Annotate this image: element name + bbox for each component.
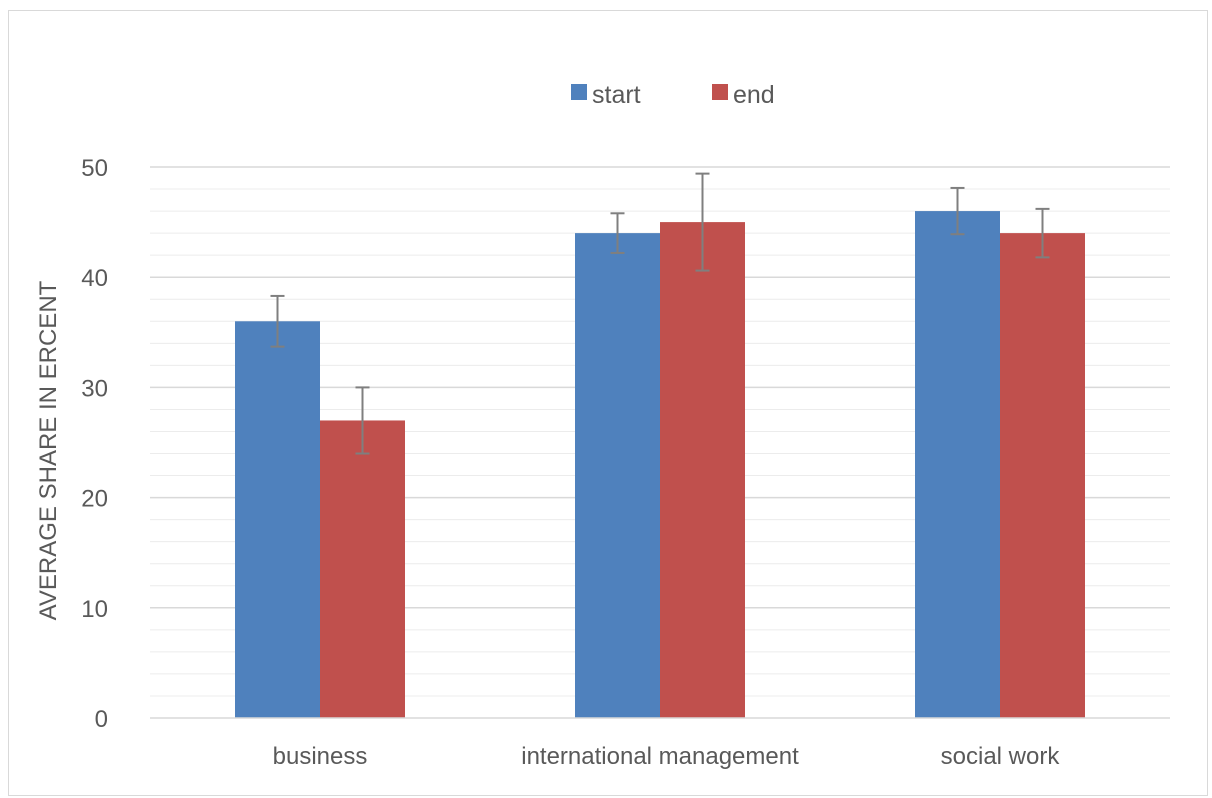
y-tick-label: 20 [81, 486, 108, 513]
bar-start [915, 211, 1000, 718]
bar-end [660, 222, 745, 718]
y-tick-label: 10 [81, 596, 108, 623]
legend-label-start: start [592, 81, 641, 109]
y-tick-labels: 0 10 20 30 40 50 [81, 155, 108, 733]
legend-label-end: end [733, 81, 775, 109]
y-tick-label: 30 [81, 375, 108, 402]
y-tick-label: 40 [81, 265, 108, 292]
legend-swatch-end [712, 84, 728, 100]
bar-start [235, 321, 320, 718]
y-tick-label: 0 [95, 706, 108, 733]
bars [235, 211, 1085, 718]
bar-end [320, 420, 405, 718]
bar-end [1000, 233, 1085, 718]
legend: start end [571, 81, 775, 109]
category-labels: business international management social w… [273, 743, 1061, 770]
legend-swatch-start [571, 84, 587, 100]
category-label: social work [941, 743, 1061, 770]
category-label: business [273, 743, 368, 770]
bar-start [575, 233, 660, 718]
error-bars [270, 172, 1050, 455]
y-tick-label: 50 [81, 155, 108, 182]
category-label: international management [521, 743, 799, 770]
y-axis-title: AVERAGE SHARE IN ERCENT [35, 280, 62, 620]
